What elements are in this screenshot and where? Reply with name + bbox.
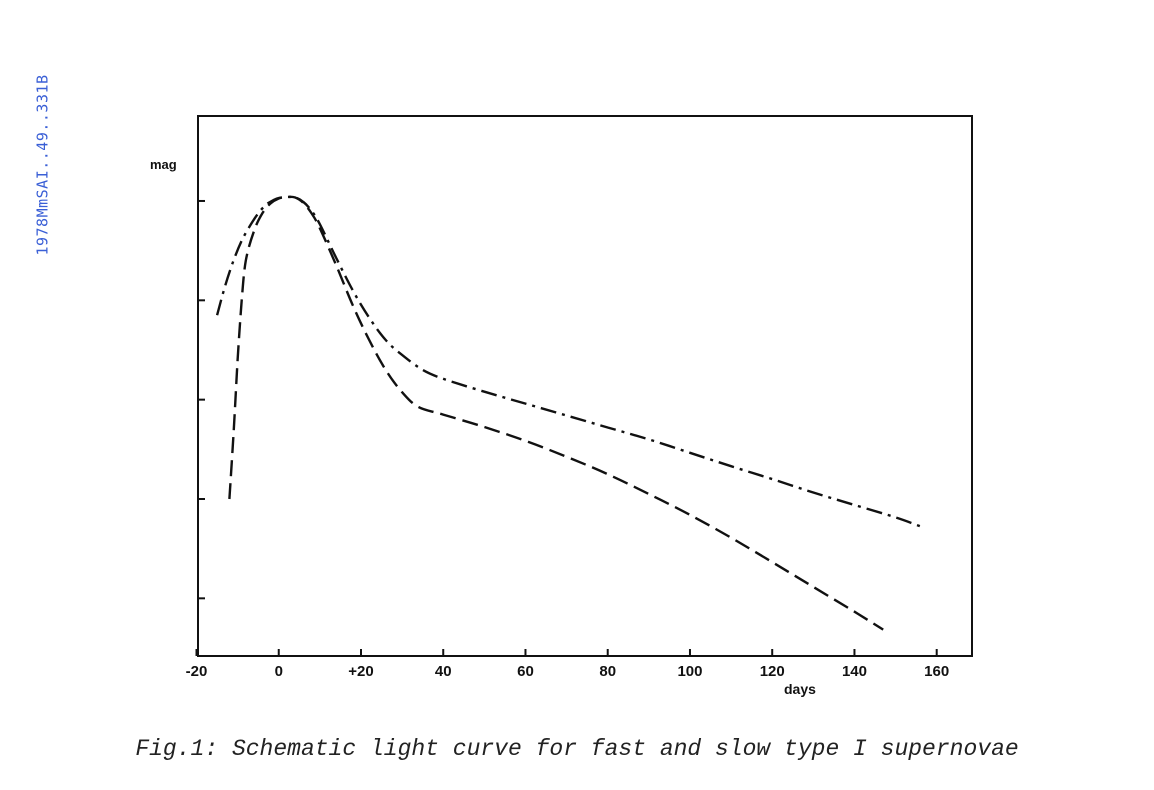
light-curve-chart: -20 0 +20 40 60 80 100 120 140 160 mag days [150, 115, 973, 697]
series-line-slow-1 [215, 195, 921, 528]
x-tick-label-5: 80 [599, 663, 616, 680]
x-tick-label-2: +20 [348, 663, 373, 680]
x-tick-label-6: 100 [677, 663, 702, 680]
x-tick-label-7: 120 [760, 663, 785, 680]
curves [215, 195, 921, 631]
y-axis-label: mag [150, 157, 177, 172]
x-tick-label-1: 0 [275, 663, 283, 680]
x-axis-ticks [195, 649, 938, 656]
x-tick-label-0: -20 [186, 663, 208, 680]
plot-frame [197, 115, 973, 657]
series-line-fast-0 [228, 195, 884, 631]
x-tick-label-4: 60 [517, 663, 534, 680]
x-tick-label-9: 160 [924, 663, 949, 680]
y-axis-ticks [198, 199, 205, 600]
x-tick-label-8: 140 [842, 663, 867, 680]
figure-caption: Fig.1: Schematic light curve for fast an… [135, 736, 1019, 762]
x-axis-tick-labels: -20 0 +20 40 60 80 100 120 140 160 [186, 663, 950, 680]
x-tick-label-3: 40 [435, 663, 452, 680]
x-axis-label: days [784, 681, 816, 697]
